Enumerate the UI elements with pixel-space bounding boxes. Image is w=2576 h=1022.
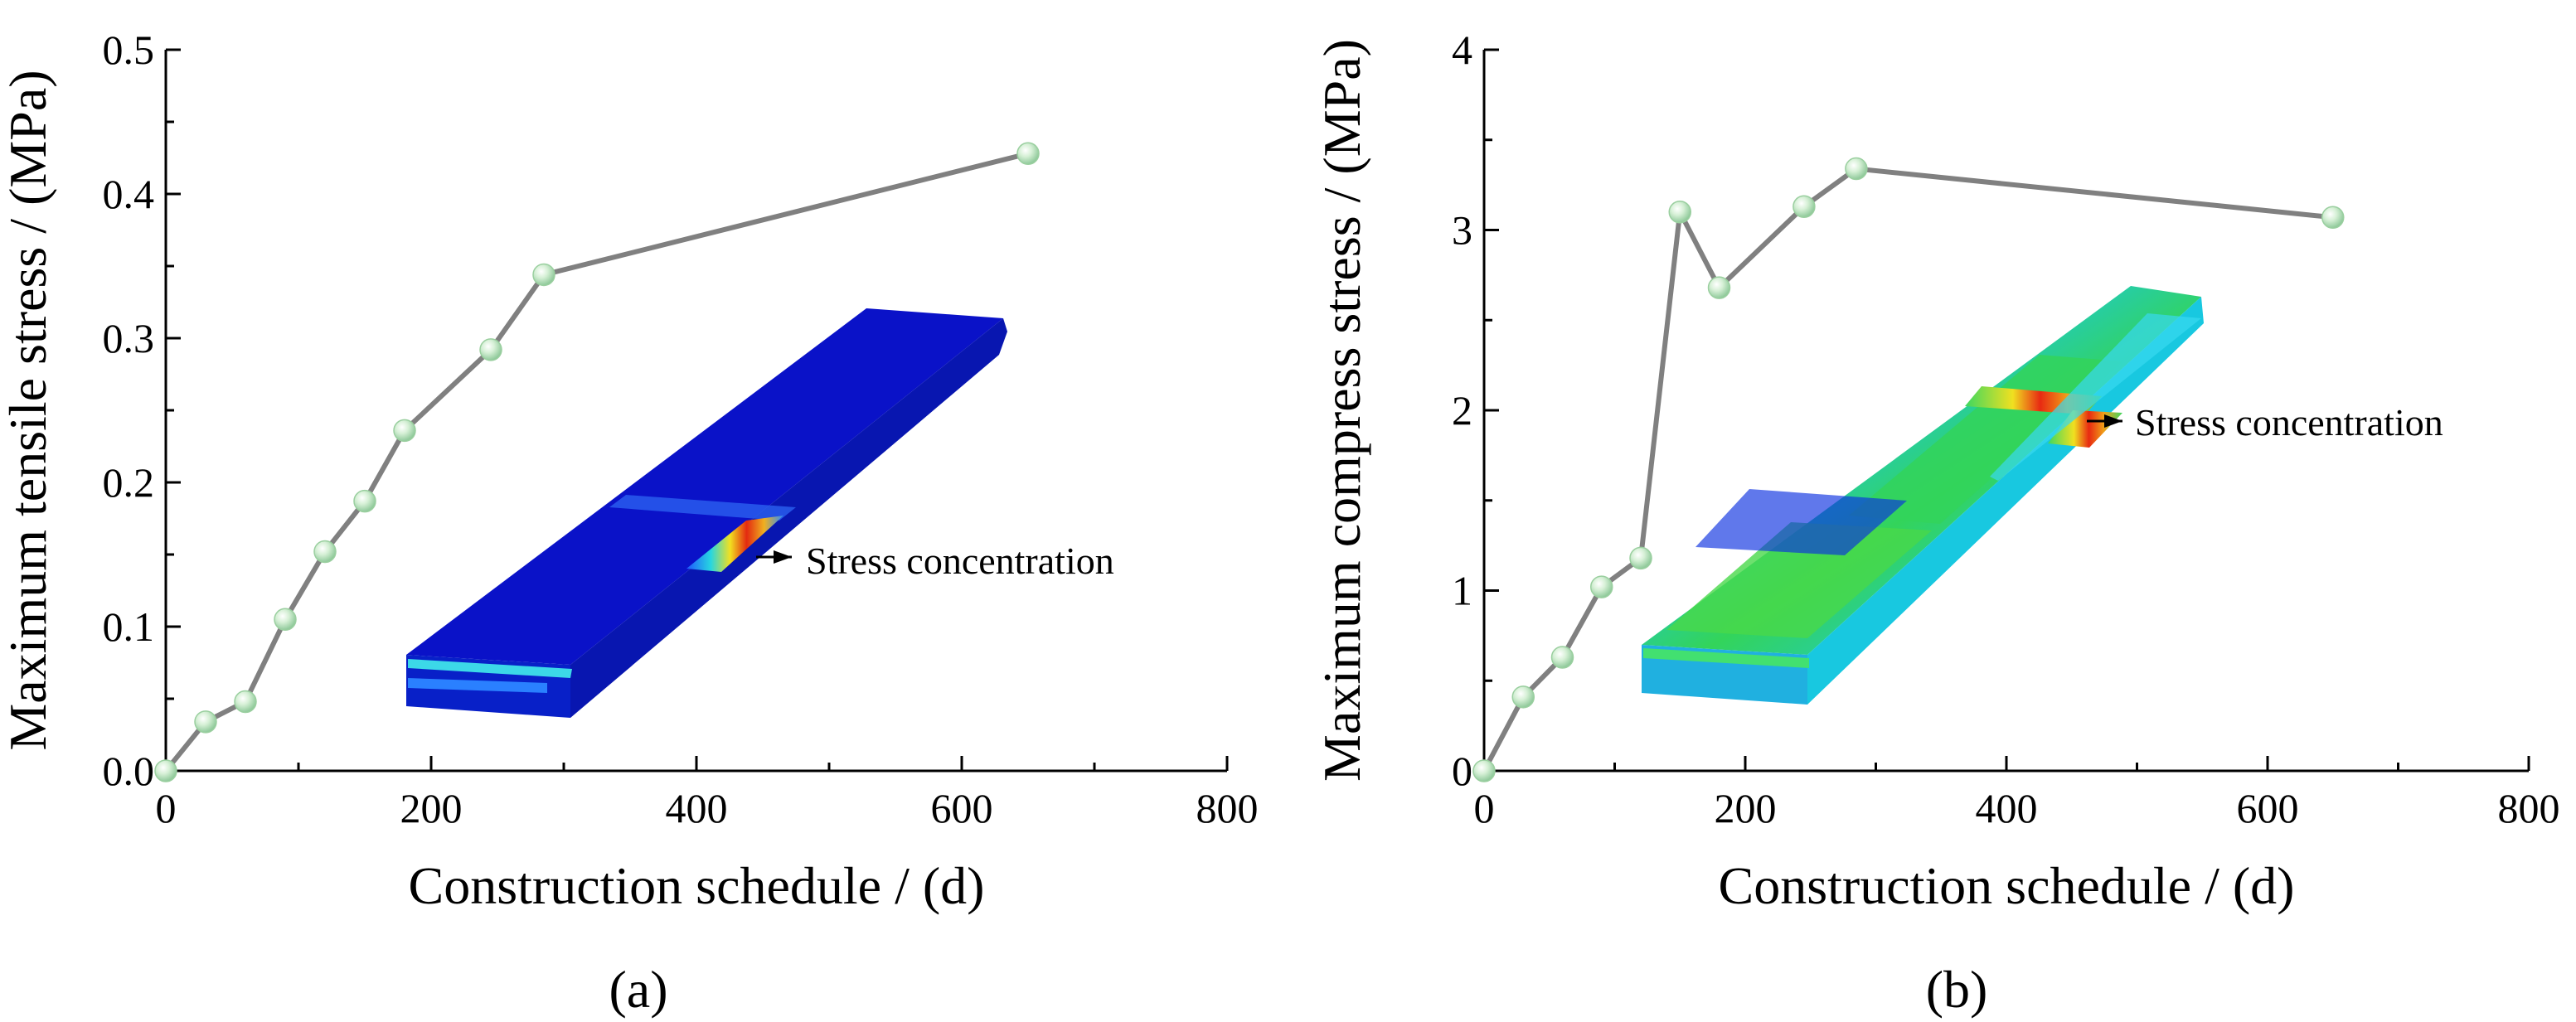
panel-b-x-tick-label: 200 [1715, 785, 1777, 831]
panel-b-inset-side-stripe [1643, 648, 1809, 668]
panel-a-inset [406, 308, 1007, 718]
panel-a-data-point [1016, 142, 1040, 166]
panel-b-inset-slab-end [1807, 297, 2204, 705]
panel-a-data-point [393, 419, 416, 443]
panel-a-x-tick-label: 600 [931, 785, 993, 831]
panel-a-inset-band [609, 495, 796, 521]
panel-a-y-axis-title: Maximum tensile stress / (MPa) [0, 70, 57, 750]
panel-b-data-point [1590, 575, 1613, 598]
panel-b-data-point [1707, 276, 1731, 299]
panel-b-data-point [1629, 546, 1652, 570]
panel-a-label: (a) [609, 960, 667, 1019]
panel-a-annotation: Stress concentration [806, 540, 1114, 582]
panel-b-data-point [1511, 685, 1535, 709]
panel-a-annotation-arrowhead [774, 550, 792, 564]
panel-a-y-tick-label: 0.3 [103, 315, 155, 361]
panel-b-data-point [1668, 201, 1691, 224]
panel-a-data-point [532, 263, 555, 287]
panel-b-y-tick-label: 4 [1452, 27, 1472, 73]
panel-b-label: (b) [1926, 960, 1988, 1019]
panel-a-inset-hotspot [686, 516, 783, 572]
panel-a-data-point [313, 540, 337, 564]
panel-a-y-tick-label: 0.0 [103, 748, 155, 794]
panel-a: 0 200 400 600 800 0.0 0.1 0.2 0.3 0.4 0.5 Construct… [0, 27, 1259, 1019]
panel-a-x-axis-title: Construction schedule / (d) [409, 856, 985, 915]
panel-b-inset-cyan-edge [1990, 313, 2201, 481]
panel-a-x-tick-label: 0 [156, 785, 177, 831]
panel-a-data-point [274, 608, 297, 632]
panel-b-x-tick-label: 600 [2237, 785, 2299, 831]
panel-b-y-axis-title: Maximum compress stress / (MPa) [1312, 39, 1371, 782]
panel-b-data-point [1845, 157, 1868, 181]
panel-a-series-line [163, 151, 1029, 773]
panel-b-y-tick-label: 2 [1452, 387, 1472, 434]
panel-b-data-point [1793, 195, 1816, 218]
panel-a-x-tick-label: 400 [666, 785, 728, 831]
panel-b-annotation-arrowhead [2104, 414, 2122, 428]
panel-a-y-tick-label: 0.4 [103, 171, 155, 217]
panel-b-annotation: Stress concentration [2135, 401, 2443, 443]
panel-a-inset-side-stripe-2 [408, 678, 547, 693]
panel-b-y-tick-label: 1 [1452, 568, 1472, 614]
panel-a-inset-slab-end [570, 318, 1007, 718]
panel-b-data-point [2321, 206, 2345, 230]
panel-b-x-tick-label: 0 [1474, 785, 1495, 831]
panel-b-inset [1642, 286, 2204, 705]
panel-a-data-point [234, 690, 257, 714]
panel-a-x-tick-label: 200 [400, 785, 463, 831]
panel-b-data-point [1550, 646, 1574, 669]
panel-b-y-tick-label: 3 [1452, 207, 1472, 254]
panel-a-y-tick-label: 0.5 [103, 27, 155, 73]
panel-b-x-tick-label: 400 [1976, 785, 2038, 831]
panel-b-series-line [1482, 166, 2334, 773]
panel-a-y-tick-label: 0.2 [103, 459, 155, 506]
panel-a-data-point [479, 338, 502, 361]
panel-a-axes: 0 200 400 600 800 0.0 0.1 0.2 0.3 0.4 0.5 Construct… [0, 27, 1259, 915]
panel-a-data-point [154, 759, 177, 782]
panel-b: 0 200 400 600 800 0 1 2 3 4 Construction schedule … [1312, 27, 2560, 1019]
panel-b-inset-blue-zone [1696, 489, 1907, 555]
panel-a-inset-slab-top [406, 308, 1003, 665]
panel-a-data-point [353, 489, 376, 513]
panel-a-x-tick-label: 800 [1196, 785, 1259, 831]
panel-a-inset-side-stripe [408, 659, 572, 678]
panel-a-data-point [194, 710, 217, 734]
panel-b-y-tick-label: 0 [1452, 748, 1472, 794]
panel-a-y-tick-label: 0.1 [103, 603, 155, 650]
panel-b-x-axis-title: Construction schedule / (d) [1719, 856, 2295, 915]
panel-b-x-tick-label: 800 [2498, 785, 2560, 831]
panel-b-axes: 0 200 400 600 800 0 1 2 3 4 Construction schedule … [1312, 27, 2560, 915]
panel-b-data-point [1472, 759, 1496, 782]
panel-b-inset-green-zone-2 [1666, 522, 1932, 638]
